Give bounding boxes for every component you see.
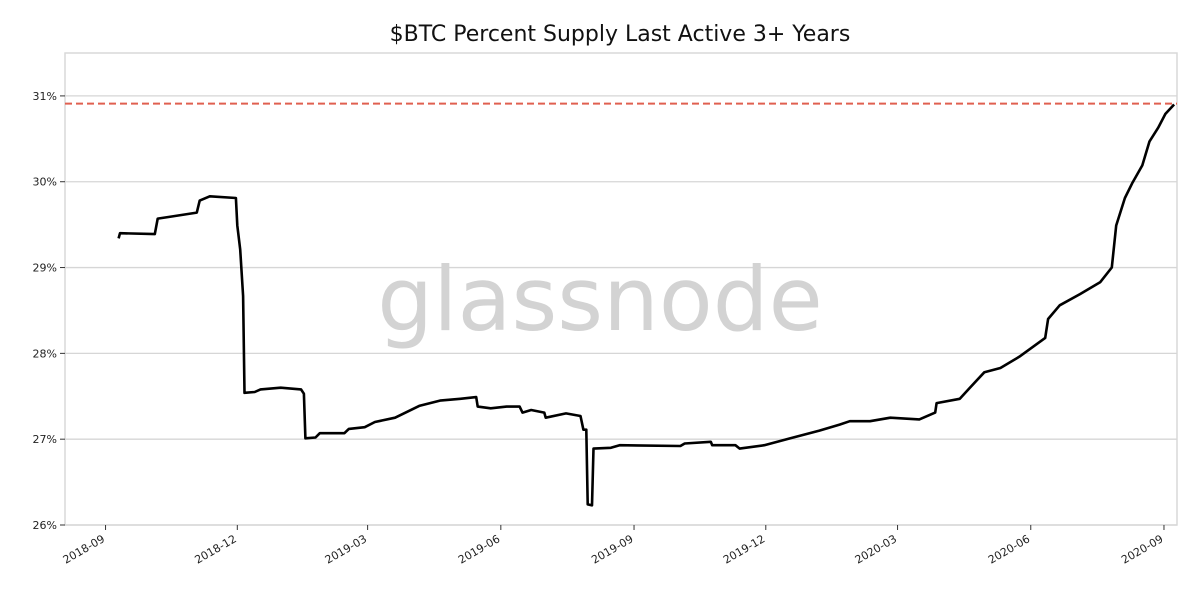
x-tick-label: 2019-09 <box>589 532 635 566</box>
y-tick-label: 26% <box>33 519 57 532</box>
x-tick-label: 2018-12 <box>192 532 238 566</box>
y-axis: 26% 27% 28% 29% 30% 31% <box>33 90 65 532</box>
x-tick-label: 2020-06 <box>986 532 1032 566</box>
x-axis: 2018-09 2018-12 2019-03 2019-06 2019-09 2019-… <box>61 525 1165 567</box>
x-tick-label: 2019-12 <box>721 532 767 566</box>
x-tick-label: 2018-09 <box>61 532 107 566</box>
y-tick-label: 30% <box>33 176 57 189</box>
y-tick-label: 27% <box>33 433 57 446</box>
gridlines <box>65 95 1177 526</box>
y-tick-label: 31% <box>33 90 57 103</box>
y-tick-label: 29% <box>33 262 57 275</box>
x-tick-label: 2020-03 <box>853 532 899 566</box>
series-line <box>117 103 1176 507</box>
x-tick-label: 2020-09 <box>1119 532 1165 566</box>
glassnode-watermark: glassnode <box>377 248 823 351</box>
x-tick-label: 2019-03 <box>323 532 369 566</box>
chart-title: $BTC Percent Supply Last Active 3+ Years <box>390 22 851 47</box>
x-tick-label: 2019-06 <box>456 532 502 566</box>
y-tick-label: 28% <box>33 347 57 360</box>
